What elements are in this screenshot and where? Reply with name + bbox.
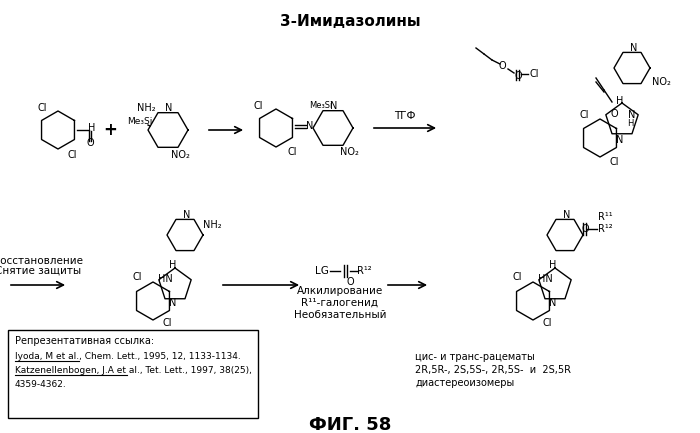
Text: Cl: Cl bbox=[580, 110, 589, 120]
Text: Katzenellenbogen, J.A et al., Tet. Lett., 1997, 38(25),: Katzenellenbogen, J.A et al., Tet. Lett.… bbox=[15, 366, 252, 375]
Text: 2R,5R-, 2S,5S-, 2R,5S-  и  2S,5R: 2R,5R-, 2S,5S-, 2R,5S- и 2S,5R bbox=[415, 365, 571, 375]
Text: Cl: Cl bbox=[162, 318, 172, 328]
Text: 4359-4362.: 4359-4362. bbox=[15, 380, 66, 389]
Text: NH₂: NH₂ bbox=[136, 103, 155, 113]
Text: цис- и транс-рацематы: цис- и транс-рацематы bbox=[415, 352, 535, 362]
Text: Cl: Cl bbox=[529, 69, 539, 79]
Text: H: H bbox=[169, 260, 176, 270]
Text: Cl: Cl bbox=[287, 147, 297, 157]
Text: N: N bbox=[307, 121, 314, 131]
Text: Iyoda, M et al., Chem. Lett., 1995, 12, 1133-1134.: Iyoda, M et al., Chem. Lett., 1995, 12, … bbox=[15, 352, 241, 361]
Text: N: N bbox=[550, 298, 556, 308]
Text: Cl: Cl bbox=[609, 157, 619, 167]
Text: Снятие защиты: Снятие защиты bbox=[0, 266, 81, 276]
Text: O: O bbox=[86, 138, 94, 148]
Text: ФИГ. 58: ФИГ. 58 bbox=[309, 416, 391, 433]
Text: N: N bbox=[630, 43, 638, 53]
Text: Cl: Cl bbox=[67, 150, 77, 160]
Text: O: O bbox=[498, 61, 506, 71]
Text: O: O bbox=[346, 277, 354, 287]
Text: N: N bbox=[564, 210, 570, 220]
Text: R¹¹-галогенид: R¹¹-галогенид bbox=[302, 298, 379, 308]
Text: Me₃Si: Me₃Si bbox=[127, 117, 153, 126]
Text: NH₂: NH₂ bbox=[203, 220, 222, 230]
Text: ТГФ: ТГФ bbox=[394, 111, 416, 121]
Text: O: O bbox=[610, 109, 618, 119]
Text: NO₂: NO₂ bbox=[652, 77, 671, 87]
Text: Cl: Cl bbox=[253, 101, 262, 111]
Text: HN: HN bbox=[158, 274, 172, 284]
Text: N: N bbox=[629, 110, 636, 120]
Text: Cl: Cl bbox=[37, 103, 47, 113]
Text: Необязательный: Необязательный bbox=[294, 310, 386, 320]
Text: O: O bbox=[581, 224, 589, 234]
Text: N: N bbox=[169, 298, 176, 308]
Text: H: H bbox=[550, 260, 556, 270]
Text: Cl: Cl bbox=[542, 318, 552, 328]
Text: N: N bbox=[183, 210, 190, 220]
Text: Восстановление: Восстановление bbox=[0, 256, 83, 266]
Text: HN: HN bbox=[538, 274, 552, 284]
Text: R¹²: R¹² bbox=[598, 224, 612, 234]
Text: H: H bbox=[88, 123, 96, 133]
Text: N: N bbox=[616, 135, 624, 145]
Text: диастереоизомеры: диастереоизомеры bbox=[415, 378, 514, 388]
Text: N: N bbox=[330, 101, 337, 111]
Text: Cl: Cl bbox=[512, 272, 522, 282]
Text: +: + bbox=[103, 121, 117, 139]
Text: 3-Имидазолины: 3-Имидазолины bbox=[280, 14, 420, 29]
Text: H: H bbox=[626, 120, 634, 129]
Text: Me₃Si: Me₃Si bbox=[309, 101, 332, 110]
Text: NO₂: NO₂ bbox=[340, 147, 358, 157]
Text: O: O bbox=[514, 71, 522, 81]
Text: NO₂: NO₂ bbox=[171, 150, 190, 160]
Text: Cl: Cl bbox=[132, 272, 141, 282]
Text: H: H bbox=[616, 96, 624, 106]
Text: R¹²: R¹² bbox=[357, 266, 371, 276]
Text: R¹¹: R¹¹ bbox=[598, 212, 612, 222]
Text: LG: LG bbox=[315, 266, 329, 276]
Text: Репрезентативная ссылка:: Репрезентативная ссылка: bbox=[15, 336, 154, 346]
Text: Алкилирование: Алкилирование bbox=[297, 286, 383, 296]
Text: N: N bbox=[165, 103, 173, 113]
Bar bbox=[8, 330, 258, 418]
